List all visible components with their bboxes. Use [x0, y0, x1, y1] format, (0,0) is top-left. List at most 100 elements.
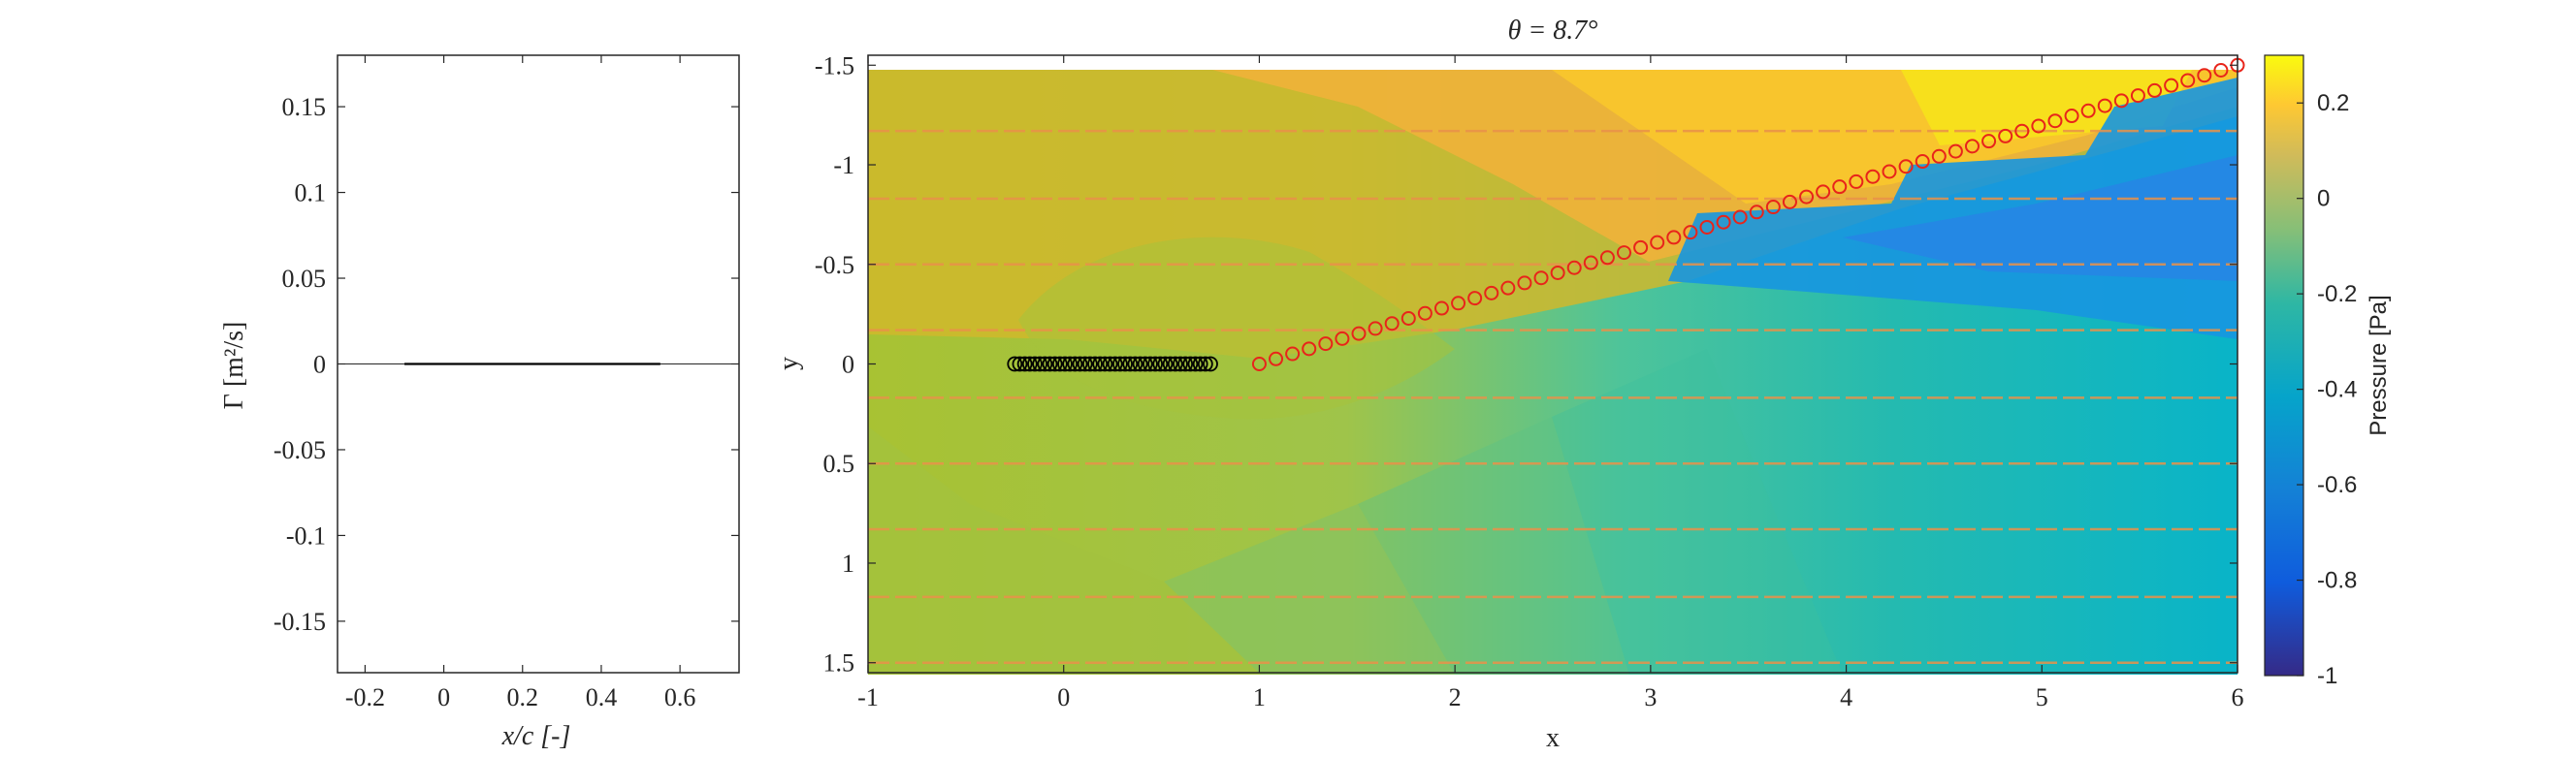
airfoil-marker — [1027, 356, 1043, 372]
wake-marker — [1931, 148, 1947, 164]
pressure-contour — [868, 70, 2238, 675]
right-y-tick-label: 0 — [842, 351, 854, 379]
wake-marker — [1467, 291, 1483, 306]
airfoil-marker — [1127, 356, 1143, 372]
left-x-tick-label: -0.2 — [345, 683, 385, 711]
left-y-tick-label: 0.05 — [282, 265, 327, 293]
wake-marker — [1782, 194, 1797, 209]
right-x-tick-label: 4 — [1840, 683, 1852, 711]
left-y-tick-label: -0.15 — [274, 608, 326, 636]
wake-marker — [1484, 285, 1499, 300]
wake-marker — [2031, 118, 2046, 134]
wake-marker — [1633, 239, 1649, 255]
wake-marker — [1401, 310, 1416, 326]
airfoil-marker — [1182, 356, 1199, 372]
right-y-tick-label: -1.5 — [815, 51, 854, 79]
wake-marker — [1964, 139, 1980, 154]
airfoil-marker — [1102, 356, 1118, 372]
wake-marker — [2064, 109, 2079, 124]
right-x-tick-label: 3 — [1644, 683, 1657, 711]
colorbar: 0.2 0 -0.2 -0.4 -0.6 -0.8 -1 Pressure [Pa] — [2264, 54, 2392, 689]
colorbar-label: Pressure [Pa] — [2366, 295, 2392, 435]
airfoil-marker — [1097, 356, 1113, 372]
colorbar-tick-label: -0.6 — [2317, 472, 2357, 498]
wake-marker — [1384, 316, 1400, 331]
left-y-ticks: 0.15 0.1 0.05 0 -0.05 -0.1 -0.15 — [274, 93, 739, 636]
right-y-axis-label: y — [774, 357, 804, 370]
left-y-tick-label: 0 — [313, 351, 326, 379]
airfoil-marker — [1177, 356, 1194, 372]
colorbar-tick-label: 0 — [2317, 186, 2330, 212]
wake-marker — [1882, 164, 1897, 179]
wake-marker — [1368, 321, 1383, 336]
wake-marker — [1533, 270, 1549, 286]
airfoil-marker — [1122, 356, 1139, 372]
colorbar-tick-label: 0.2 — [2317, 90, 2349, 116]
left-y-tick-label: 0.15 — [282, 93, 327, 121]
right-x-tick-label: -1 — [857, 683, 879, 711]
airfoil-marker — [1167, 356, 1183, 372]
colorbar-tick-label: -1 — [2317, 663, 2337, 689]
wake-markers — [1251, 57, 2245, 371]
airfoil-marker — [1087, 356, 1103, 372]
wake-marker — [1948, 143, 1963, 159]
airfoil-marker — [1072, 356, 1088, 372]
wake-marker — [1583, 255, 1598, 270]
airfoil-marker — [1162, 356, 1178, 372]
wake-marker — [1898, 159, 1914, 174]
left-x-ticks: -0.2 0 0.2 0.4 0.6 — [345, 55, 695, 711]
wake-marker — [1732, 209, 1748, 225]
wake-marker — [2080, 103, 2096, 118]
right-x-tick-label: 6 — [2232, 683, 2244, 711]
wake-marker — [1799, 189, 1815, 205]
airfoil-marker — [1112, 356, 1128, 372]
wake-marker — [2164, 78, 2179, 93]
right-x-tick-label: 2 — [1449, 683, 1462, 711]
left-y-tick-label: 0.1 — [295, 179, 327, 207]
pressure-field-plot: -1.5 -1 -0.5 0 0.5 1 1.5 -1 0 1 2 3 4 5 6 x y θ = 8.7… — [774, 16, 2245, 753]
wake-marker — [1865, 169, 1881, 184]
airfoil-marker — [1067, 356, 1083, 372]
wake-marker — [1666, 230, 1682, 245]
airfoil-marker — [1107, 356, 1123, 372]
wake-marker — [1566, 260, 1582, 275]
wake-marker — [1749, 205, 1764, 220]
wake-marker — [1517, 275, 1532, 291]
left-y-tick-label: -0.1 — [286, 521, 326, 550]
colorbar-ticks: 0.2 0 -0.2 -0.4 -0.6 -0.8 -1 — [2297, 90, 2357, 689]
airfoil-marker — [1007, 356, 1023, 372]
wake-marker — [1816, 184, 1831, 200]
airfoil-markers — [1007, 356, 1218, 372]
wake-marker — [1433, 300, 1449, 316]
wake-marker — [2097, 98, 2112, 113]
airfoil-marker — [1016, 356, 1033, 372]
right-x-ticks: -1 0 1 2 3 4 5 6 — [857, 55, 2244, 711]
wake-marker — [1417, 305, 1433, 321]
airfoil-marker — [1077, 356, 1093, 372]
colorbar-gradient — [2264, 54, 2304, 677]
wake-marker — [1302, 341, 1317, 357]
airfoil-marker — [1042, 356, 1058, 372]
airfoil-marker — [1081, 356, 1098, 372]
right-y-tick-label: -1 — [833, 151, 854, 179]
wake-marker — [1599, 250, 1615, 266]
wake-marker — [1832, 179, 1848, 195]
wake-marker — [1617, 245, 1632, 261]
airfoil-marker — [1157, 356, 1174, 372]
wake-marker — [1699, 219, 1715, 235]
airfoil-marker — [1197, 356, 1213, 372]
airfoil-marker — [1062, 356, 1079, 372]
wake-marker — [1550, 265, 1565, 280]
airfoil-marker — [1187, 356, 1204, 372]
wake-marker — [2014, 123, 2030, 139]
airfoil-marker — [1051, 356, 1068, 372]
airfoil-marker — [1132, 356, 1148, 372]
left-x-tick-label: 0 — [437, 683, 450, 711]
airfoil-marker — [1021, 356, 1038, 372]
wake-marker — [2180, 73, 2196, 88]
wake-marker — [1318, 336, 1334, 352]
streamlines — [868, 129, 2238, 664]
colorbar-tick-label: -0.2 — [2317, 281, 2357, 307]
wake-marker — [2213, 62, 2229, 78]
